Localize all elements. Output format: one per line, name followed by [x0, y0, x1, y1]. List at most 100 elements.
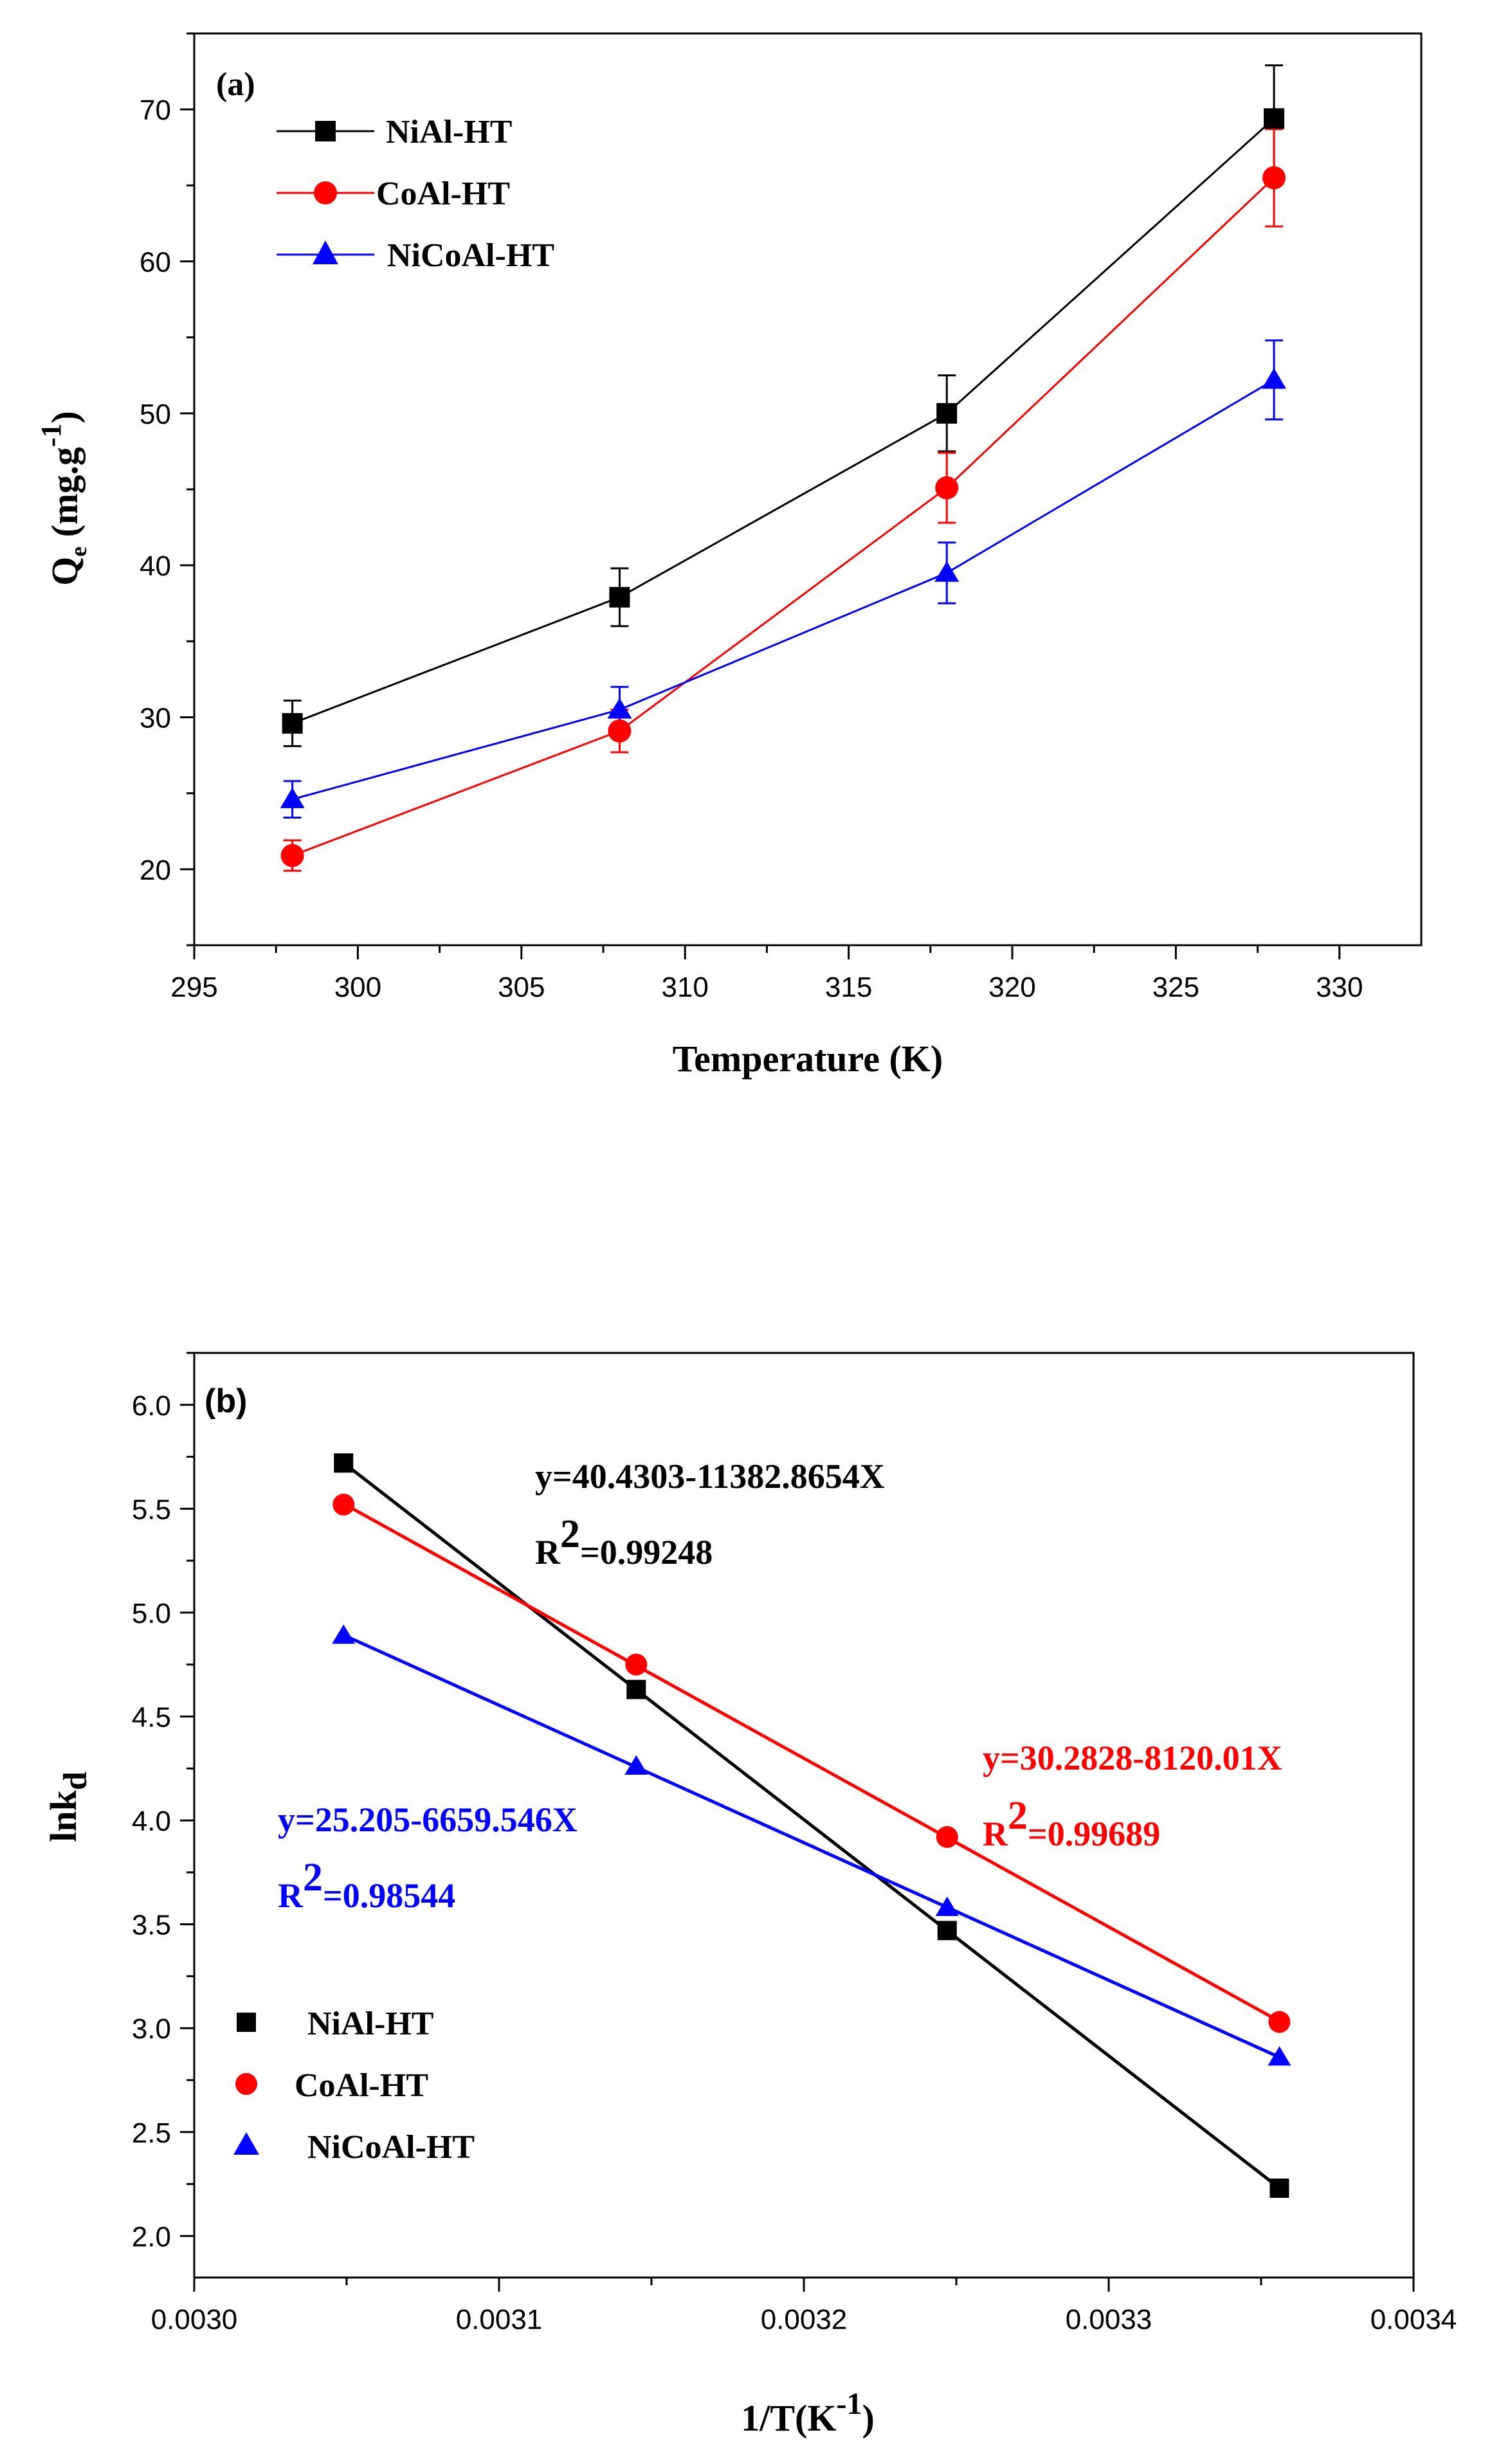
data-point-nicoal — [1262, 368, 1287, 389]
x-tick-label: 0.0031 — [456, 2304, 543, 2335]
x-tick-label: 325 — [1152, 972, 1199, 1003]
chart-b-xlabel: 1/T(K-1) — [741, 2387, 875, 2439]
chart-b: 0.0030 0.0031 0.0032 0.0033 0.0034 2.0 2.5 3.0 3… — [42, 1352, 1457, 2439]
fit-line-nial — [342, 1462, 1280, 2189]
y-tick-label: 50 — [140, 399, 171, 430]
y-tick-label: 4.5 — [132, 1702, 171, 1734]
y-tick-label: 30 — [140, 703, 171, 734]
r2-coal-value: =0.99689 — [1028, 1815, 1160, 1853]
series-line-nicoal — [292, 379, 1275, 801]
data-point-coal — [1268, 2011, 1291, 2033]
r2-coal-sup: 2 — [1008, 1794, 1028, 1838]
legend-b-marker-nial — [237, 2013, 256, 2032]
data-point-nicoal — [332, 1624, 356, 1644]
legend-b-marker-coal — [235, 2073, 257, 2095]
legend-a-label-coal: CoAl-HT — [376, 176, 510, 212]
r2-nicoal-sup: 2 — [303, 1856, 323, 1899]
x-tick-label: 305 — [498, 972, 545, 1003]
data-point-nial — [626, 1680, 646, 1699]
x-tick-label: 300 — [334, 972, 381, 1003]
data-point-nial — [609, 586, 630, 608]
equation-nicoal: y=25.205-6659.546X — [278, 1800, 578, 1839]
data-point-nial — [937, 1921, 957, 1941]
chart-a-ylabel-main: Q — [44, 557, 86, 586]
chart-b-xlabel-sup: -1 — [836, 2387, 862, 2421]
data-point-nial — [936, 403, 958, 424]
y-tick-label: 5.0 — [132, 1598, 171, 1629]
r2-nicoal: R2=0.98544 — [278, 1856, 455, 1915]
chart-a-xlabel: Temperature (K) — [673, 1038, 943, 1080]
data-point-coal — [1262, 166, 1286, 190]
y-tick-label: 5.5 — [132, 1494, 171, 1525]
chart-b-legend: NiAl-HT CoAl-HT NiCoAl-HT — [233, 2006, 475, 2166]
data-point-nicoal — [280, 787, 305, 808]
chart-a-ylabel-close: ) — [44, 411, 86, 423]
y-tick-label: 4.0 — [132, 1806, 171, 1837]
chart-b-ylabel-main: lnk — [42, 1789, 84, 1842]
x-tick-label: 320 — [988, 972, 1035, 1003]
x-tick-label: 0.0032 — [761, 2304, 848, 2335]
fit-line-coal — [343, 1502, 1280, 2023]
chart-a-legend: NiAl-HT CoAl-HT NiCoAl-HT — [277, 114, 554, 274]
data-point-nicoal — [1268, 2046, 1291, 2066]
legend-b-label-coal: CoAl-HT — [295, 2067, 428, 2104]
chart-b-marks — [332, 1453, 1291, 2198]
r2-nicoal-value: =0.98544 — [323, 1876, 455, 1915]
y-tick-label: 60 — [140, 247, 171, 278]
chart-a-marks — [280, 64, 1287, 872]
chart-a-ylabel-sub: e — [66, 547, 91, 557]
legend-a-marker-coal — [314, 181, 337, 204]
chart-a-panel-label: (a) — [216, 66, 255, 103]
series-line-coal — [292, 177, 1275, 856]
fit-line-nicoal — [343, 1633, 1280, 2059]
data-point-nicoal — [624, 1755, 648, 1775]
x-tick-label: 0.0033 — [1066, 2304, 1152, 2335]
x-tick-label: 0.0034 — [1370, 2304, 1457, 2335]
legend-b-marker-nicoal — [233, 2132, 259, 2155]
data-point-coal — [608, 719, 632, 743]
chart-a-ticks: 295 300 305 310 315 320 325 330 20 30 40 50 60 70 — [140, 32, 1363, 1003]
legend-a-marker-nicoal — [313, 240, 338, 264]
x-tick-label: 315 — [825, 972, 872, 1003]
legend-a-marker-nial — [315, 121, 336, 141]
legend-b-label-nial: NiAl-HT — [307, 2006, 433, 2042]
r2-nicoal-label: R — [278, 1876, 304, 1915]
r2-coal-label: R — [983, 1815, 1008, 1853]
data-point-nicoal — [607, 698, 632, 719]
data-point-nial — [282, 712, 303, 734]
chart-b-ticks: 0.0030 0.0031 0.0032 0.0033 0.0034 2.0 2.5 3.0 3… — [132, 1352, 1457, 2335]
chart-b-ylabel: lnkd — [42, 1771, 94, 1842]
data-point-coal — [935, 476, 959, 500]
legend-a-label-nial: NiAl-HT — [386, 114, 512, 150]
y-tick-label: 3.0 — [132, 2013, 171, 2045]
r2-nial-label: R — [535, 1533, 561, 1572]
x-tick-label: 0.0030 — [151, 2304, 238, 2335]
chart-a-ylabel-unit: (mg.g — [44, 447, 86, 547]
chart-a: 295 300 305 310 315 320 325 330 20 30 40 50 60 70 (a)… — [35, 32, 1423, 1080]
r2-nial-value: =0.99248 — [580, 1533, 713, 1572]
data-point-coal — [332, 1493, 355, 1516]
r2-nial: R2=0.99248 — [535, 1512, 713, 1572]
data-point-coal — [280, 844, 304, 867]
data-point-nicoal — [935, 1896, 959, 1916]
x-tick-label: 330 — [1316, 972, 1363, 1003]
data-point-nicoal — [934, 561, 960, 582]
data-point-nial — [1264, 108, 1285, 129]
chart-b-panel-label: (b) — [205, 1382, 247, 1420]
r2-nial-sup: 2 — [560, 1512, 580, 1556]
equation-nial: y=40.4303-11382.8654X — [535, 1457, 885, 1496]
data-point-coal — [625, 1653, 648, 1676]
chart-b-xlabel-main: 1/T(K — [741, 2397, 836, 2439]
data-point-coal — [936, 1825, 958, 1848]
y-tick-label: 6.0 — [132, 1390, 171, 1422]
y-tick-label: 20 — [140, 855, 171, 886]
legend-a-label-nicoal: NiCoAl-HT — [387, 237, 554, 274]
x-tick-label: 295 — [170, 972, 217, 1003]
r2-coal: R2=0.99689 — [983, 1794, 1160, 1853]
data-point-nial — [1269, 2179, 1289, 2198]
y-tick-label: 2.0 — [132, 2221, 171, 2252]
data-point-nial — [334, 1453, 354, 1473]
chart-b-ylabel-sub: d — [57, 1771, 94, 1790]
y-tick-label: 40 — [140, 550, 171, 582]
